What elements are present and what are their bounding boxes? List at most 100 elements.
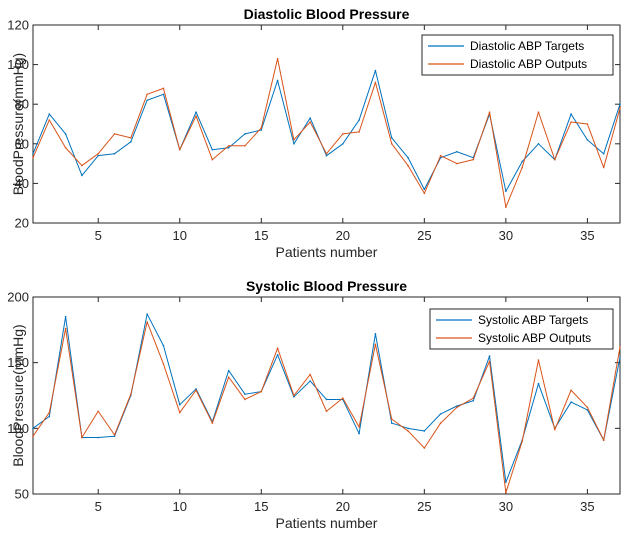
- data-point: [244, 133, 246, 135]
- x-tick-label: 15: [254, 228, 268, 243]
- legend-label: Diastolic ABP Outputs: [470, 57, 587, 71]
- data-point: [456, 150, 458, 153]
- legend-label: Diastolic ABP Targets: [470, 39, 584, 53]
- data-point: [407, 427, 409, 430]
- data-point: [48, 415, 51, 418]
- y-axis-label: BloodPressure(mmHg): [10, 324, 26, 466]
- data-point: [146, 93, 148, 96]
- data-point: [244, 398, 246, 401]
- data-point: [162, 93, 165, 96]
- chart-panel-0: Diastolic Blood Pressure 5 10 15 20 25 30 35 20 4…: [7, 6, 621, 260]
- data-point: [619, 346, 621, 348]
- data-point: [260, 129, 263, 131]
- x-tick-label: 20: [336, 499, 350, 514]
- data-point: [32, 435, 34, 438]
- data-point: [309, 380, 311, 382]
- x-tick-label: 35: [580, 499, 594, 514]
- data-point: [276, 57, 279, 60]
- data-point: [64, 146, 67, 149]
- data-point: [586, 123, 589, 125]
- data-point: [276, 347, 279, 350]
- y-tick-label: 100: [7, 421, 29, 436]
- data-point: [178, 411, 181, 414]
- data-point: [260, 390, 263, 393]
- data-point: [48, 119, 51, 121]
- data-point: [32, 152, 34, 155]
- data-point: [407, 430, 409, 432]
- data-point: [586, 139, 589, 141]
- data-point: [407, 156, 409, 159]
- data-point: [195, 115, 197, 117]
- data-point: [456, 406, 458, 409]
- data-point: [211, 148, 214, 151]
- y-tick-label: 20: [15, 216, 29, 231]
- data-point: [390, 143, 393, 145]
- x-tick-label: 5: [95, 228, 102, 243]
- data-point: [423, 188, 426, 191]
- data-point: [570, 121, 572, 123]
- data-point: [602, 439, 605, 441]
- data-point: [570, 389, 572, 392]
- y-tick-label: 100: [7, 57, 29, 72]
- data-point: [570, 113, 572, 115]
- data-point: [113, 152, 116, 155]
- data-point: [537, 111, 540, 113]
- data-point: [195, 111, 197, 113]
- data-point: [276, 79, 279, 82]
- data-point: [488, 360, 491, 363]
- data-point: [472, 158, 475, 161]
- data-point: [570, 401, 572, 403]
- data-point: [619, 356, 621, 359]
- x-tick-label: 25: [417, 228, 431, 243]
- x-tick-label: 5: [95, 499, 102, 514]
- data-point: [309, 117, 311, 119]
- data-point: [113, 435, 116, 438]
- data-point: [602, 166, 605, 169]
- data-point: [293, 139, 295, 141]
- data-point: [293, 396, 295, 398]
- data-point: [293, 143, 295, 145]
- data-point: [260, 127, 263, 129]
- data-point: [227, 146, 230, 149]
- data-point: [227, 144, 230, 147]
- data-point: [342, 143, 344, 145]
- data-point: [48, 113, 51, 115]
- legend-label: Systolic ABP Outputs: [478, 331, 591, 345]
- data-point: [488, 355, 491, 357]
- data-point: [178, 148, 181, 151]
- data-point: [325, 152, 328, 155]
- data-point: [32, 427, 34, 430]
- data-point: [472, 399, 475, 402]
- data-point: [358, 432, 360, 435]
- data-point: [64, 327, 67, 330]
- data-point: [293, 394, 295, 397]
- legend-box: [429, 308, 614, 350]
- data-point: [162, 87, 165, 90]
- x-tick-label: 15: [254, 499, 268, 514]
- data-point: [521, 440, 523, 443]
- data-point: [81, 164, 83, 167]
- y-tick-label: 150: [7, 355, 29, 370]
- legend-box: [421, 34, 614, 76]
- data-point: [472, 397, 475, 399]
- data-point: [586, 409, 589, 411]
- y-tick-label: 120: [7, 18, 29, 33]
- data-point: [390, 137, 393, 139]
- data-point: [374, 81, 377, 84]
- x-tick-label: 25: [417, 499, 431, 514]
- data-point: [325, 410, 328, 413]
- data-point: [113, 434, 116, 436]
- data-point: [390, 422, 393, 424]
- data-point: [146, 99, 148, 102]
- data-point: [244, 393, 246, 395]
- data-point: [64, 315, 67, 318]
- data-point: [81, 174, 83, 177]
- data-point: [619, 107, 621, 109]
- data-point: [97, 152, 100, 155]
- data-point: [325, 398, 328, 401]
- data-point: [586, 406, 589, 409]
- data-point: [521, 160, 523, 163]
- data-point: [602, 152, 605, 155]
- data-point: [423, 430, 426, 432]
- data-point: [374, 69, 377, 72]
